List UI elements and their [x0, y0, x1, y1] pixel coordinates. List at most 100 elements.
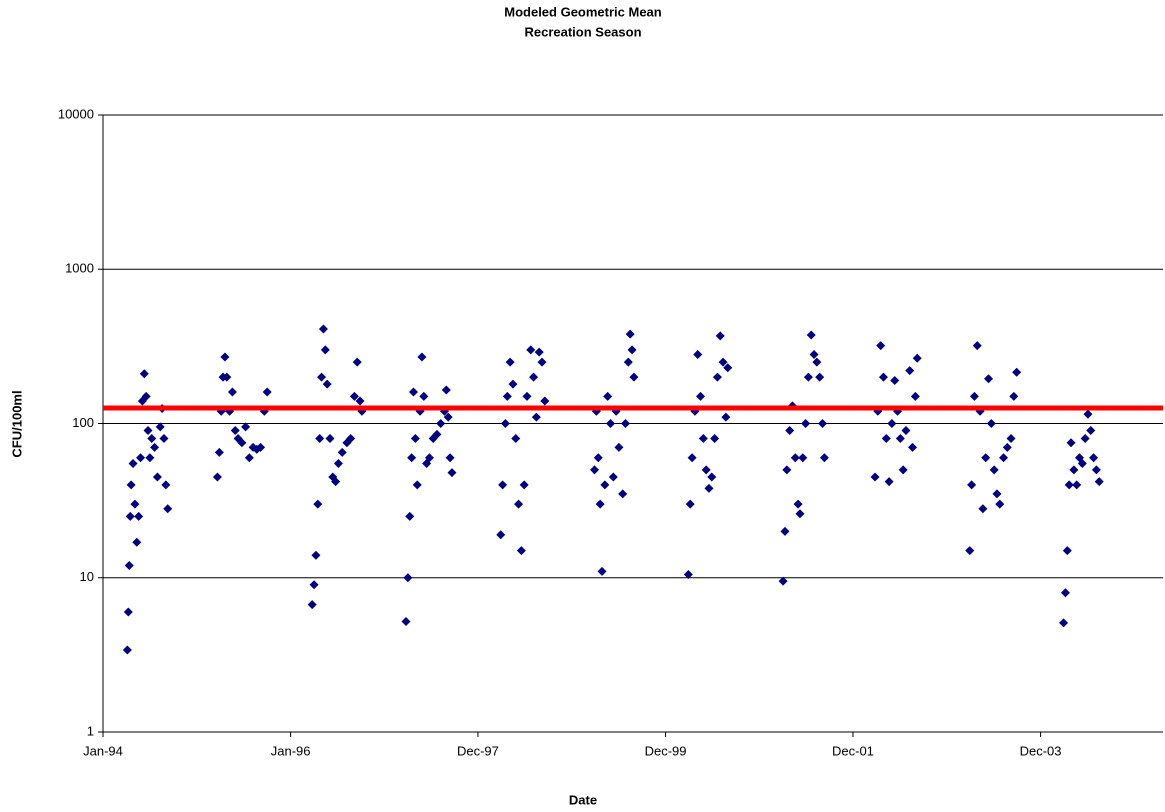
point [817, 419, 827, 428]
point [908, 442, 918, 452]
point [241, 422, 251, 432]
point [502, 391, 512, 401]
point [978, 504, 988, 514]
point [790, 453, 800, 463]
point [1072, 480, 1082, 490]
point [803, 372, 813, 382]
point [346, 433, 356, 443]
point [352, 357, 362, 367]
point [122, 645, 132, 655]
point [723, 363, 733, 373]
point [884, 477, 894, 487]
point [531, 412, 541, 422]
point [410, 433, 420, 443]
point [600, 480, 610, 490]
point [141, 391, 151, 401]
point [214, 447, 224, 457]
y-tick-label: 1000 [65, 261, 94, 276]
point [780, 526, 790, 536]
point [405, 511, 415, 521]
point [155, 422, 165, 432]
point [795, 509, 805, 519]
point [603, 391, 613, 401]
point [992, 489, 1002, 499]
point [227, 387, 237, 397]
point [887, 419, 897, 428]
point [496, 530, 506, 540]
point [262, 387, 272, 397]
point [1060, 588, 1070, 598]
point [424, 453, 434, 463]
point [721, 412, 731, 422]
point [139, 369, 149, 379]
point [436, 419, 446, 428]
point [1009, 391, 1019, 401]
point [349, 391, 359, 401]
point [124, 561, 134, 571]
point [150, 442, 160, 452]
point [905, 366, 915, 376]
point [163, 504, 173, 514]
point [445, 453, 455, 463]
point [309, 580, 319, 590]
point [128, 459, 138, 469]
point [508, 379, 518, 389]
point [984, 374, 994, 384]
point [782, 465, 792, 475]
point [685, 499, 695, 509]
point [625, 329, 635, 339]
point [693, 350, 703, 360]
x-axis-label: Date [569, 792, 597, 807]
point [696, 391, 706, 401]
point [1064, 480, 1074, 490]
point [627, 345, 637, 355]
y-tick-label: 10 [80, 569, 94, 584]
point [1094, 477, 1104, 487]
point [123, 607, 133, 617]
point [595, 499, 605, 509]
point [898, 465, 908, 475]
point [629, 372, 639, 382]
point [698, 433, 708, 443]
point [315, 433, 325, 443]
point [331, 477, 341, 487]
point [798, 453, 808, 463]
point [986, 419, 996, 428]
point [125, 511, 135, 521]
point [785, 426, 795, 436]
point [999, 453, 1009, 463]
point [244, 453, 254, 463]
point [443, 412, 453, 422]
point [972, 341, 982, 351]
point [1089, 453, 1099, 463]
point [522, 391, 532, 401]
point [130, 499, 140, 509]
point [683, 569, 693, 579]
point [307, 600, 317, 610]
point [793, 499, 803, 509]
point [819, 453, 829, 463]
x-tick-label: Dec-99 [645, 743, 687, 758]
point [317, 372, 327, 382]
x-tick-label: Dec-97 [457, 743, 499, 758]
point [432, 429, 442, 439]
point [313, 499, 323, 509]
point [230, 426, 240, 436]
point [618, 489, 628, 499]
point [912, 353, 922, 363]
point [237, 438, 247, 448]
point [1002, 442, 1012, 452]
point [145, 453, 155, 463]
point [526, 345, 536, 355]
point [333, 459, 343, 469]
point [516, 546, 526, 556]
point [159, 433, 169, 443]
point [500, 419, 510, 428]
point [132, 537, 142, 547]
point [608, 472, 618, 482]
chart-subtitle: Recreation Season [524, 24, 641, 39]
point [407, 453, 417, 463]
point [1077, 459, 1087, 469]
point [403, 573, 413, 583]
